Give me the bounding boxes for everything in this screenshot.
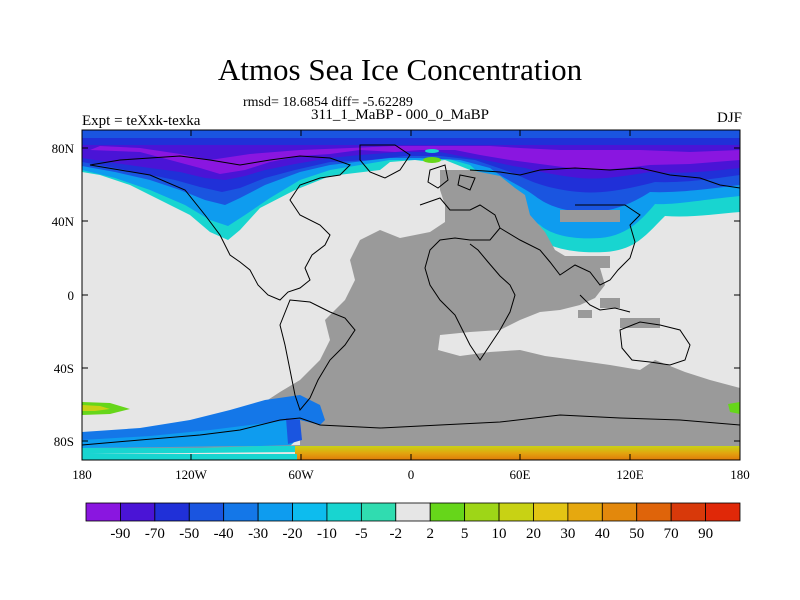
lon-tick-label: 180	[72, 467, 92, 482]
colorbar-label: -30	[248, 526, 268, 542]
colorbar-box	[120, 502, 156, 522]
lat-tick-label: 80S	[54, 434, 74, 449]
colorbar-box	[223, 502, 259, 522]
colorbar-box	[85, 502, 121, 522]
colorbar-label: -2	[390, 526, 403, 542]
lon-tick-label: 120W	[175, 467, 208, 482]
colorbar-box	[670, 502, 706, 522]
colorbar-box	[292, 502, 328, 522]
colorbar-label: -20	[283, 526, 303, 542]
map-plot-area	[82, 130, 740, 460]
colorbar-label: 5	[461, 526, 469, 542]
stats-text: rmsd= 18.6854 diff= -5.62289	[243, 95, 413, 110]
lat-tick-label: 80N	[52, 141, 75, 156]
lon-tick-label: 0	[408, 467, 415, 482]
colorbar-label: 90	[698, 526, 713, 542]
lon-tick-label: 120E	[616, 467, 644, 482]
colorbar-box	[464, 502, 500, 522]
colorbar-box	[498, 502, 534, 522]
colorbar-label: 30	[560, 526, 575, 542]
colorbar-box	[601, 502, 638, 522]
colorbar-box	[533, 502, 569, 522]
land-mask	[82, 170, 740, 445]
coastlines	[82, 144, 740, 446]
colorbar-box	[636, 502, 672, 522]
lat-tick-label: 40N	[52, 214, 75, 229]
colorbar-box	[188, 502, 225, 522]
lat-tick-label: 0	[68, 288, 75, 303]
season-label: DJF	[716, 110, 742, 126]
colorbar-box	[705, 502, 741, 522]
colorbar-label: -5	[355, 526, 368, 542]
colorbar-box	[429, 502, 466, 522]
lon-tick-label: 180	[730, 467, 750, 482]
colorbar-label: -50	[179, 526, 199, 542]
colorbar: -90 -70 -50 -40 -30 -20 -10 -5 -2 2 5 10 20 30 40 50 70 9…	[85, 502, 741, 542]
lat-tick-labels: 80N 40N 0 40S 80S	[52, 141, 75, 449]
colorbar-label: -10	[317, 526, 337, 542]
colorbar-box	[567, 502, 603, 522]
colorbar-label: -90	[110, 526, 130, 542]
colorbar-label: 40	[595, 526, 610, 542]
colorbar-label: 70	[664, 526, 679, 542]
antarctic-region	[82, 395, 740, 460]
colorbar-label: -40	[214, 526, 234, 542]
colorbar-box	[395, 502, 431, 522]
colorbar-box	[360, 502, 397, 522]
plot-title: Atmos Sea Ice Concentration	[217, 52, 583, 87]
colorbar-box	[326, 502, 362, 522]
colorbar-label: 20	[526, 526, 541, 542]
plot-subtitle: 311_1_MaBP - 000_0_MaBP	[310, 107, 490, 123]
colorbar-box	[154, 502, 190, 522]
lon-tick-label: 60W	[288, 467, 314, 482]
lon-tick-labels: 180 120W 60W 0 60E 120E 180	[72, 467, 750, 482]
colorbar-label: 10	[492, 526, 507, 542]
colorbar-label: 50	[629, 526, 644, 542]
experiment-label: Expt = teXxk-texka	[82, 113, 201, 129]
colorbar-label: -70	[145, 526, 165, 542]
colorbar-box	[257, 502, 293, 522]
lon-tick-label: 60E	[510, 467, 531, 482]
colorbar-label: 2	[426, 526, 434, 542]
tick-marks	[81, 130, 741, 460]
lat-tick-label: 40S	[54, 361, 74, 376]
